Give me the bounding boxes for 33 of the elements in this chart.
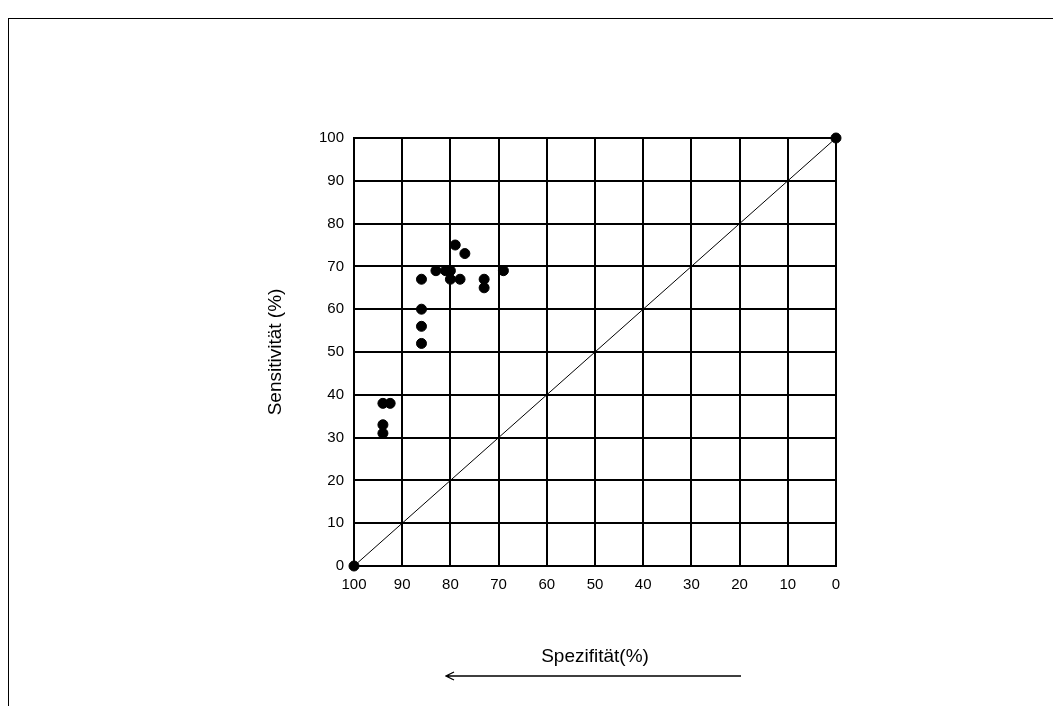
x-tick-label: 60	[538, 575, 556, 593]
y-tick-label: 40	[327, 384, 344, 402]
x-tick-label: 0	[831, 575, 841, 593]
x-tick-label: 100	[341, 575, 367, 593]
x-tick-label: 10	[779, 575, 797, 593]
y-tick-label: 0	[335, 556, 344, 574]
y-tick-label: 70	[327, 256, 344, 274]
y-tick-label: 30	[327, 427, 344, 445]
point	[415, 303, 427, 315]
x-tick-label: 70	[490, 575, 507, 593]
x-tick-label: 80	[442, 575, 459, 593]
point	[415, 337, 427, 349]
x-tick-label: 30	[683, 575, 700, 593]
point	[415, 273, 427, 285]
x-tick-label: 40	[634, 575, 652, 593]
y-axis-title: Sensitivität (%)	[263, 288, 285, 416]
y-tick-label: 90	[327, 170, 344, 188]
y-tick-label: 10	[327, 513, 344, 531]
point	[348, 560, 360, 572]
point	[478, 282, 490, 294]
y-tick-label: 60	[327, 299, 344, 317]
x-tick-label: 20	[731, 575, 748, 593]
y-tick-label: 100	[318, 128, 344, 146]
y-tick-label: 20	[327, 470, 344, 488]
y-tick-label: 80	[327, 213, 344, 231]
point	[454, 273, 466, 285]
x-axis-title: Spezifität(%)	[541, 644, 649, 666]
point	[459, 248, 471, 260]
x-tick-label: 90	[393, 575, 411, 593]
x-tick-label: 50	[586, 575, 604, 593]
y-tick-label: 50	[327, 342, 344, 360]
point	[415, 320, 427, 332]
point	[830, 132, 842, 144]
